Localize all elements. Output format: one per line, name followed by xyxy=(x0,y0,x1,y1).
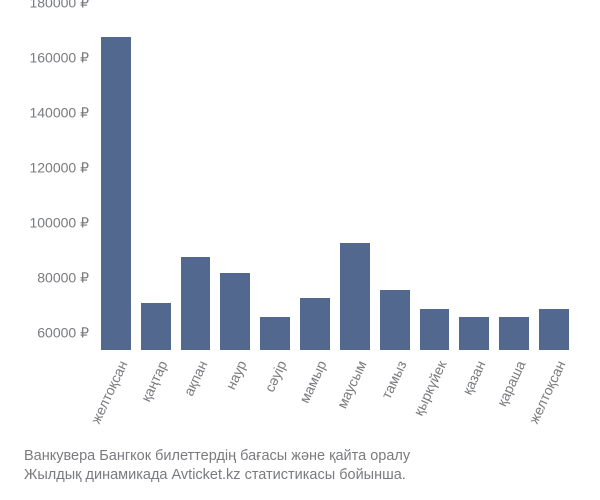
y-tick-label: 140000 ₽ xyxy=(29,105,89,122)
x-tick-label: наур xyxy=(223,358,250,392)
x-labels: желтоқсанқаңтарақпаннаурсәуірмамырмаусым… xyxy=(95,354,575,446)
y-tick-label: 80000 ₽ xyxy=(37,270,89,287)
bar xyxy=(380,290,410,351)
bar xyxy=(300,298,330,350)
y-tick-label: 60000 ₽ xyxy=(37,325,89,342)
bar xyxy=(220,273,250,350)
y-tick-label: 100000 ₽ xyxy=(29,215,89,232)
x-label-slot: қыркүйек xyxy=(420,354,450,446)
plot-area xyxy=(95,20,575,350)
bar xyxy=(181,257,211,351)
bar xyxy=(340,243,370,350)
x-tick-label: желтоқсан xyxy=(87,358,130,426)
x-tick-label: қаңтар xyxy=(137,358,170,404)
chart-caption: Ванкувера Бангкок билеттердің бағасы жән… xyxy=(24,447,590,486)
y-tick-label: 120000 ₽ xyxy=(29,160,89,177)
bar xyxy=(260,317,290,350)
x-label-slot: маусым xyxy=(340,354,370,446)
caption-line-1: Ванкувера Бангкок билеттердің бағасы жән… xyxy=(24,447,590,467)
x-label-slot: наур xyxy=(220,354,250,446)
y-axis: 60000 ₽ 80000 ₽ 100000 ₽ 120000 ₽ 140000 ₽ 16… xyxy=(0,20,95,350)
x-tick-label: қыркүйек xyxy=(410,358,449,418)
x-tick-label: қараша xyxy=(494,358,529,409)
x-label-slot: тамыз xyxy=(380,354,410,446)
x-tick-label: маусым xyxy=(333,358,369,411)
x-axis: желтоқсанқаңтарақпаннаурсәуірмамырмаусым… xyxy=(95,354,575,446)
caption-line-2: Жылдық динамикада Avticket.kz статистика… xyxy=(24,466,590,486)
x-label-slot: сәуір xyxy=(260,354,290,446)
y-tick-label: 180000 ₽ xyxy=(29,0,89,12)
x-tick-label: мамыр xyxy=(296,358,329,405)
x-label-slot: қазан xyxy=(459,354,489,446)
bar xyxy=(420,309,450,350)
y-tick-label: 160000 ₽ xyxy=(29,50,89,67)
x-label-slot: ақпан xyxy=(181,354,211,446)
x-label-slot: мамыр xyxy=(300,354,330,446)
x-tick-label: желтоқсан xyxy=(525,358,568,426)
bar xyxy=(539,309,569,350)
x-label-slot: қаңтар xyxy=(141,354,171,446)
bar xyxy=(141,303,171,350)
bar xyxy=(459,317,489,350)
x-tick-label: тамыз xyxy=(378,358,409,401)
x-tick-label: қазан xyxy=(459,358,489,397)
bar xyxy=(499,317,529,350)
bar-group xyxy=(95,20,575,350)
x-tick-label: ақпан xyxy=(180,358,210,398)
x-label-slot: желтоқсан xyxy=(101,354,131,446)
x-tick-label: сәуір xyxy=(261,358,289,394)
x-label-slot: желтоқсан xyxy=(539,354,569,446)
x-label-slot: қараша xyxy=(499,354,529,446)
price-chart: 60000 ₽ 80000 ₽ 100000 ₽ 120000 ₽ 140000 ₽ 16… xyxy=(0,0,600,500)
bar xyxy=(101,37,131,351)
